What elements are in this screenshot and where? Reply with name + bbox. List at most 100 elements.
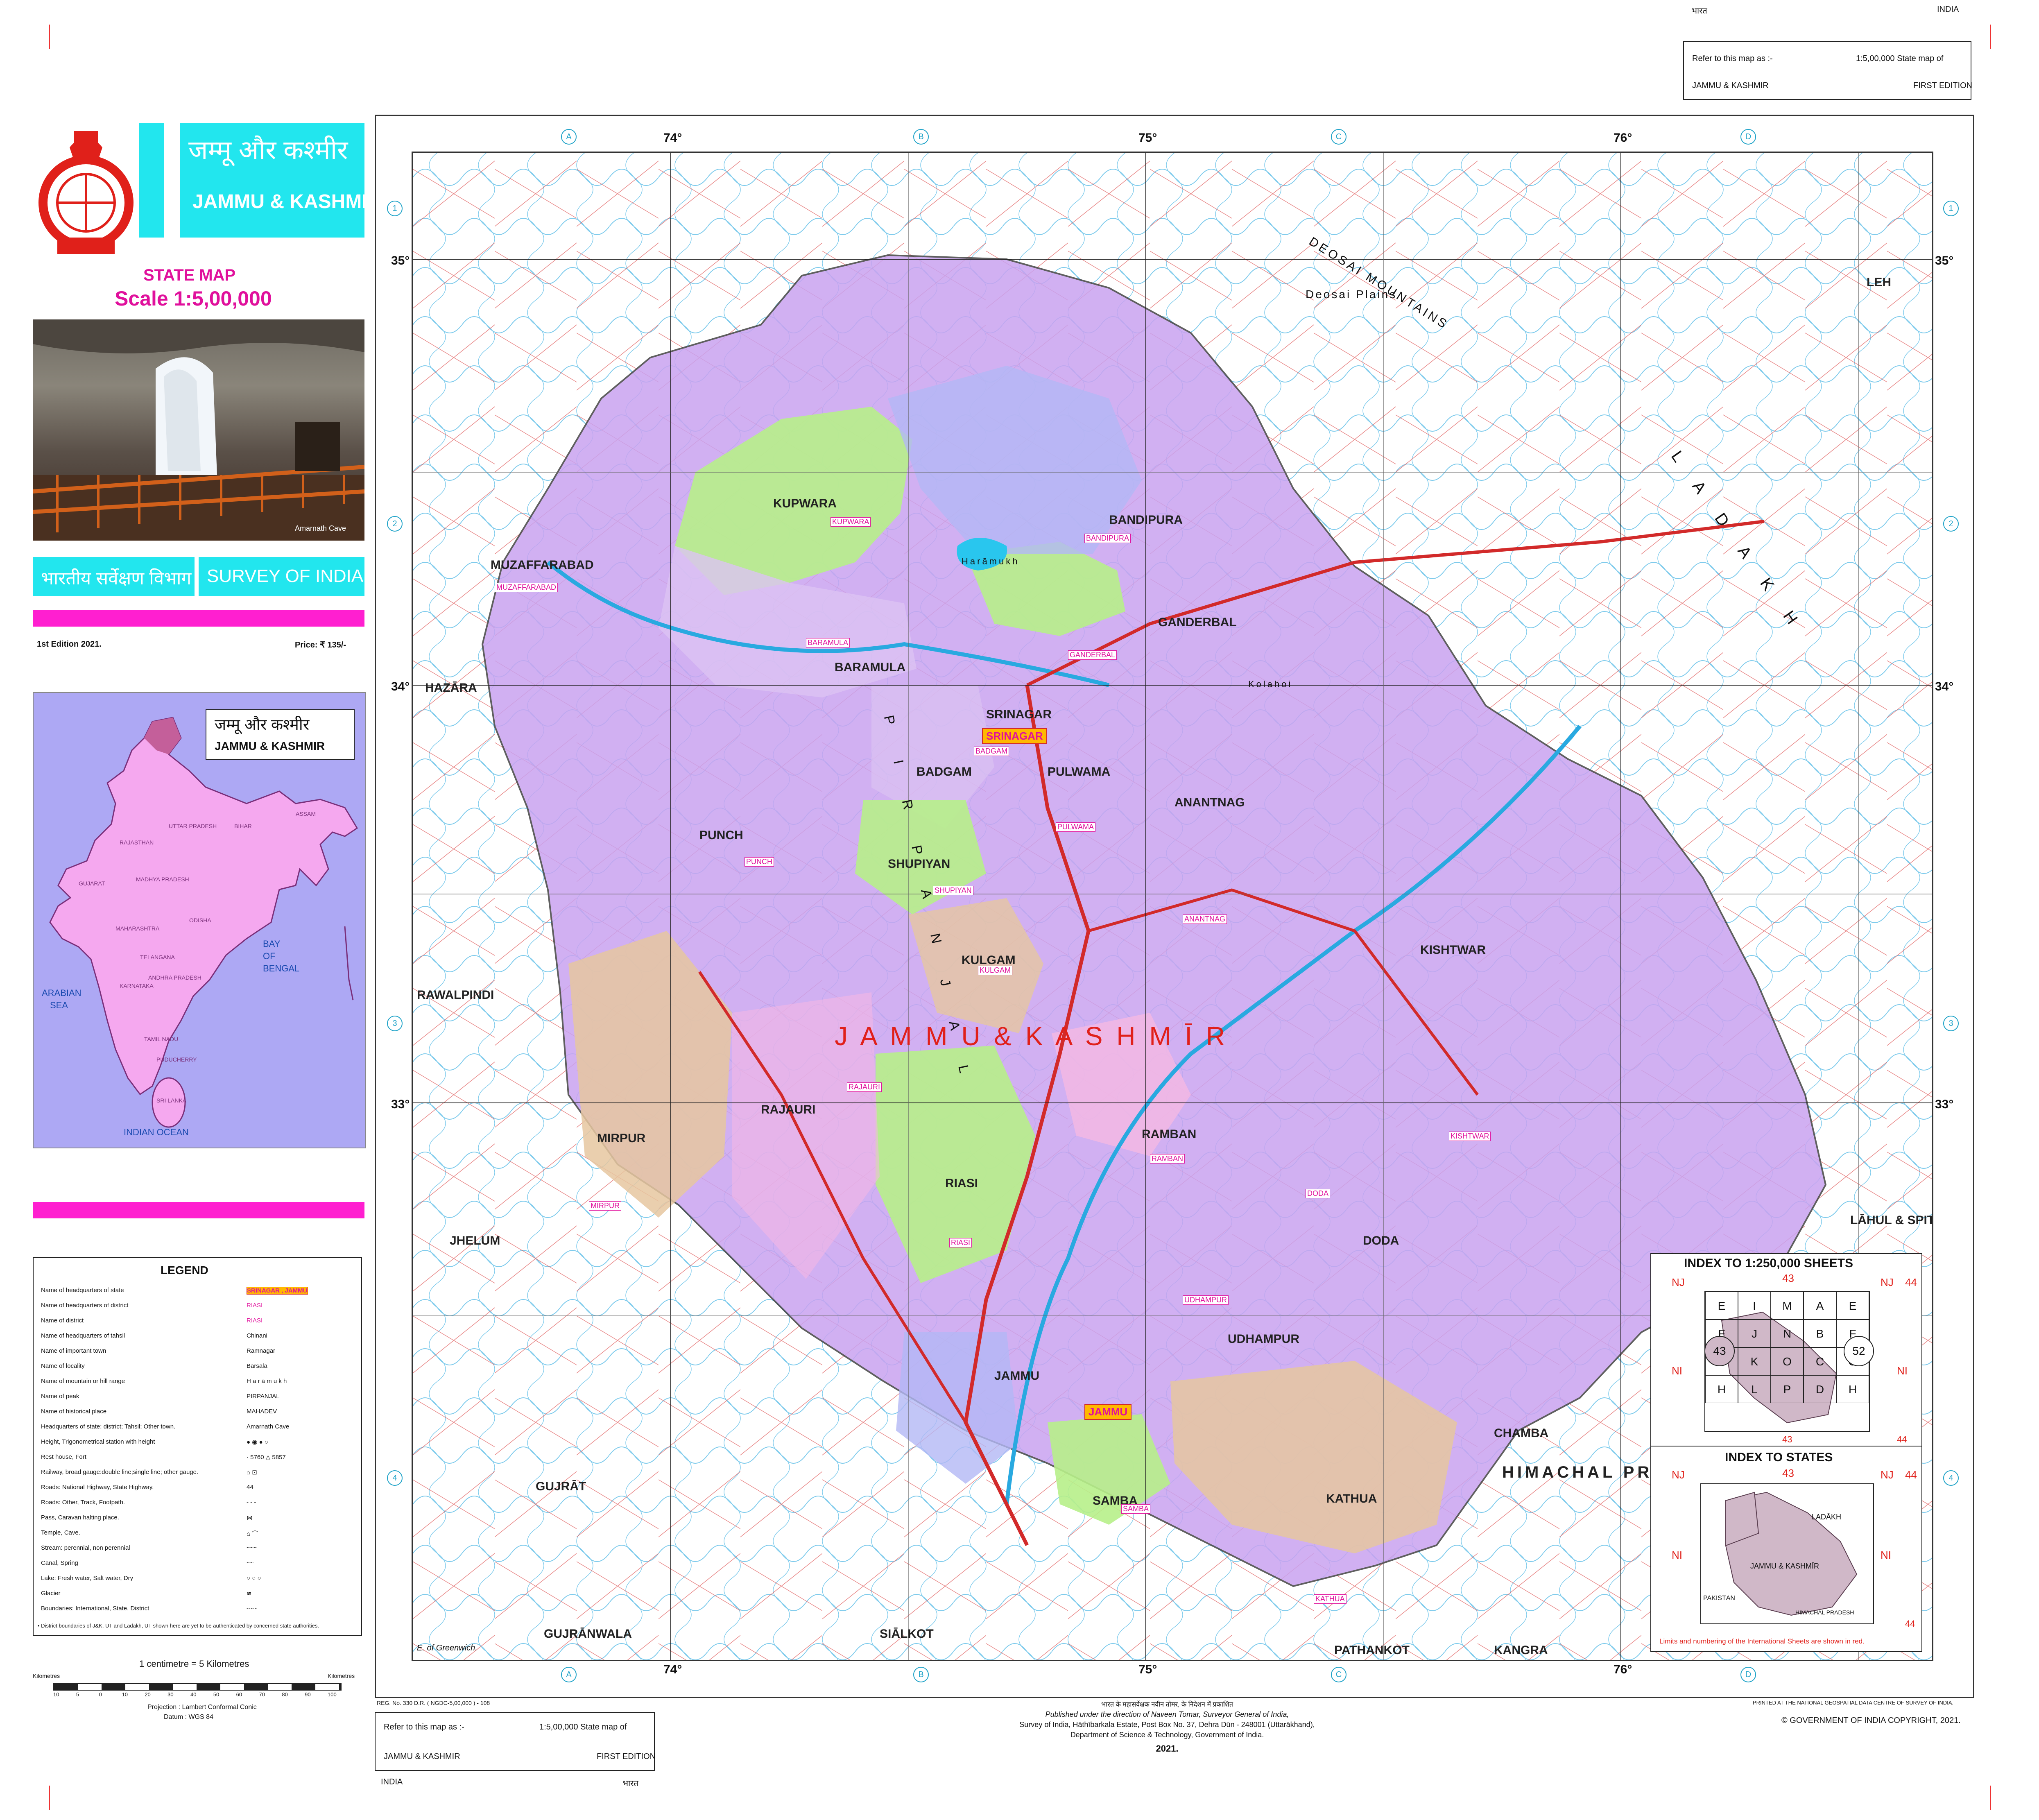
svg-text:ASSAM: ASSAM: [296, 810, 316, 817]
district-label: SRINAGAR: [986, 708, 1052, 721]
district-label: MUZAFFARABAD: [491, 558, 594, 572]
legend-row-label: Name of historical place: [41, 1408, 107, 1415]
projection-text: Projection : Lambert Conformal Conic: [147, 1704, 257, 1711]
states-hp: HIMACHAL PRADESH: [1795, 1609, 1854, 1616]
district-kathua: [1170, 1361, 1457, 1553]
sheet-cell: I: [1738, 1292, 1771, 1320]
idx-44-bottom: 44: [1897, 1434, 1907, 1444]
district-mirpur: [568, 931, 732, 1218]
divider-bar-2: [33, 1202, 364, 1218]
district-kulgam: [908, 898, 1043, 1033]
district-label: PUNCH: [699, 829, 743, 842]
title-english: JAMMU & KASHMIR: [192, 191, 382, 213]
legend-row-symbol: PIRPANJAL: [247, 1393, 280, 1400]
district-kupwara: [675, 407, 912, 595]
svg-text:MAHARASHTRA: MAHARASHTRA: [115, 925, 160, 932]
grid-number-left: 4: [387, 1470, 403, 1486]
neighbour-label: KANGRA: [1494, 1643, 1548, 1657]
svg-text:INDIAN OCEAN: INDIAN OCEAN: [124, 1127, 189, 1137]
latitude-left: 34°: [391, 680, 410, 693]
neighbour-label: HAZĀRA: [425, 681, 477, 695]
legend-row-symbol: 44: [247, 1484, 253, 1491]
legend-row-symbol: Ramnagar: [247, 1347, 276, 1354]
district-baramula: [659, 546, 917, 697]
legend-row-label: Height, Trigonometrical station with hei…: [41, 1438, 155, 1445]
grid-letter-bottom: C: [1331, 1667, 1347, 1682]
idx-44-top: 44: [1905, 1276, 1917, 1288]
idx-nj43: NJ: [1672, 1276, 1685, 1288]
legend-row-label: Name of locality: [41, 1363, 85, 1370]
scale-tick-label: 40: [190, 1691, 197, 1698]
idx-43-bottom: 43: [1782, 1434, 1792, 1444]
svg-text:BAY: BAY: [263, 939, 281, 949]
index-sheets-title: INDEX TO 1:250,000 SHEETS: [1684, 1256, 1853, 1270]
svg-text:MADHYA PRADESH: MADHYA PRADESH: [136, 876, 189, 883]
neighbour-label: PATHANKOT: [1334, 1643, 1410, 1657]
district-rajauri: [732, 992, 880, 1279]
ist-nj44: NJ: [1881, 1469, 1894, 1481]
neighbour-label: CHAMBA: [1494, 1426, 1549, 1440]
photo-caption: Amarnath Cave: [295, 524, 346, 532]
svg-text:KARNATAKA: KARNATAKA: [120, 982, 154, 989]
svg-text:OF: OF: [263, 951, 276, 961]
nh-144a: [698, 971, 967, 1423]
datum-text: Datum : WGS 84: [164, 1714, 213, 1720]
sheet-cell: E: [1836, 1292, 1869, 1320]
range-deosai-plains: Deosai Plains: [1306, 288, 1397, 301]
district-label: ANANTNAG: [1175, 796, 1245, 809]
scale-bar-graphic: [53, 1683, 342, 1691]
states-inset-frame: LADĀKH JAMMU & KASHMĪR PAKISTĀN HIMACHAL…: [1700, 1483, 1874, 1624]
legend-title: LEGEND: [161, 1264, 208, 1277]
sheet-cell: C: [1804, 1347, 1836, 1375]
scale-unit-right: Kilometres: [328, 1673, 355, 1679]
title-block-left: [139, 123, 164, 238]
district-label: KISHTWAR: [1420, 943, 1486, 957]
district-hq-label: PUNCH: [745, 857, 774, 867]
neighbour-label: SIĀLKOT: [880, 1627, 934, 1641]
grid-letter-top: B: [913, 129, 929, 145]
legend-row-label: Name of headquarters of state: [41, 1287, 124, 1294]
svg-text:BIHAR: BIHAR: [234, 823, 252, 829]
district-hq-label: MUZAFFARABAD: [495, 583, 558, 592]
bottom-ref-refer: Refer to this map as :-: [384, 1723, 464, 1732]
grid-letter-top: A: [561, 129, 577, 145]
legend-row-label: Boundaries: International, State, Distri…: [41, 1605, 149, 1612]
legend-row-label: Name of headquarters of district: [41, 1302, 129, 1309]
inset-title-box: जम्मू और कश्मीर JAMMU & KASHMIR: [206, 709, 355, 760]
legend-row-symbol: RIASI: [247, 1317, 263, 1324]
district-label: MIRPUR: [597, 1132, 646, 1145]
legend-box: LEGEND Name of headquarters of state SRIN…: [33, 1257, 362, 1636]
district-label: KATHUA: [1326, 1492, 1377, 1505]
ist-43: 43: [1782, 1467, 1794, 1479]
states-note: Limits and numbering of the Internationa…: [1659, 1637, 1865, 1645]
district-bandipura: [888, 366, 1142, 554]
range-haramukh: Harāmukh: [962, 556, 1020, 566]
sheet-cell: K: [1738, 1347, 1771, 1375]
district-label: BANDIPURA: [1109, 513, 1183, 527]
longitude-bottom: 76°: [1614, 1663, 1632, 1676]
title-hindi: जम्मू और कश्मीर: [188, 135, 348, 165]
sheet-cell: N: [1771, 1320, 1804, 1347]
top-ref-box: Refer to this map as :- 1:5,00,000 State…: [1683, 41, 1972, 100]
neighbour-label: JHELUM: [450, 1234, 500, 1247]
india-inset: RAJASTHAN UTTAR PRADESH MADHYA PRADESH G…: [33, 692, 366, 1148]
svg-text:ODISHA: ODISHA: [189, 917, 211, 924]
district-hq-label: BADGAM: [974, 747, 1009, 756]
svg-text:SRI LANKA: SRI LANKA: [156, 1097, 187, 1104]
legend-row-symbol: RIASI: [247, 1302, 263, 1309]
svg-text:ANDHRA PRADESH: ANDHRA PRADESH: [148, 974, 201, 981]
legend-row-label: Railway, broad gauge:double line;single …: [41, 1469, 199, 1476]
district-hq-label: BANDIPURA: [1084, 534, 1131, 543]
states-inset-shape: [1725, 1492, 1858, 1616]
district-label: RIASI: [945, 1177, 978, 1190]
legend-row-label: Lake: Fresh water, Salt water, Dry: [41, 1575, 134, 1582]
district-label: BARAMULA: [835, 661, 906, 674]
neighbour-label: LĀHUL & SPITI: [1850, 1213, 1933, 1227]
org-hindi-bar: [33, 557, 195, 596]
sheet-cell: H: [1836, 1375, 1869, 1403]
sheet-cell: J: [1738, 1320, 1771, 1347]
title-panel: जम्मू और कश्मीर JAMMU & KASHMIR STATE MA…: [33, 115, 381, 659]
legend-row-symbol: ⋈: [247, 1514, 253, 1521]
ist-44: 44: [1905, 1469, 1917, 1481]
title-block: [180, 123, 364, 238]
